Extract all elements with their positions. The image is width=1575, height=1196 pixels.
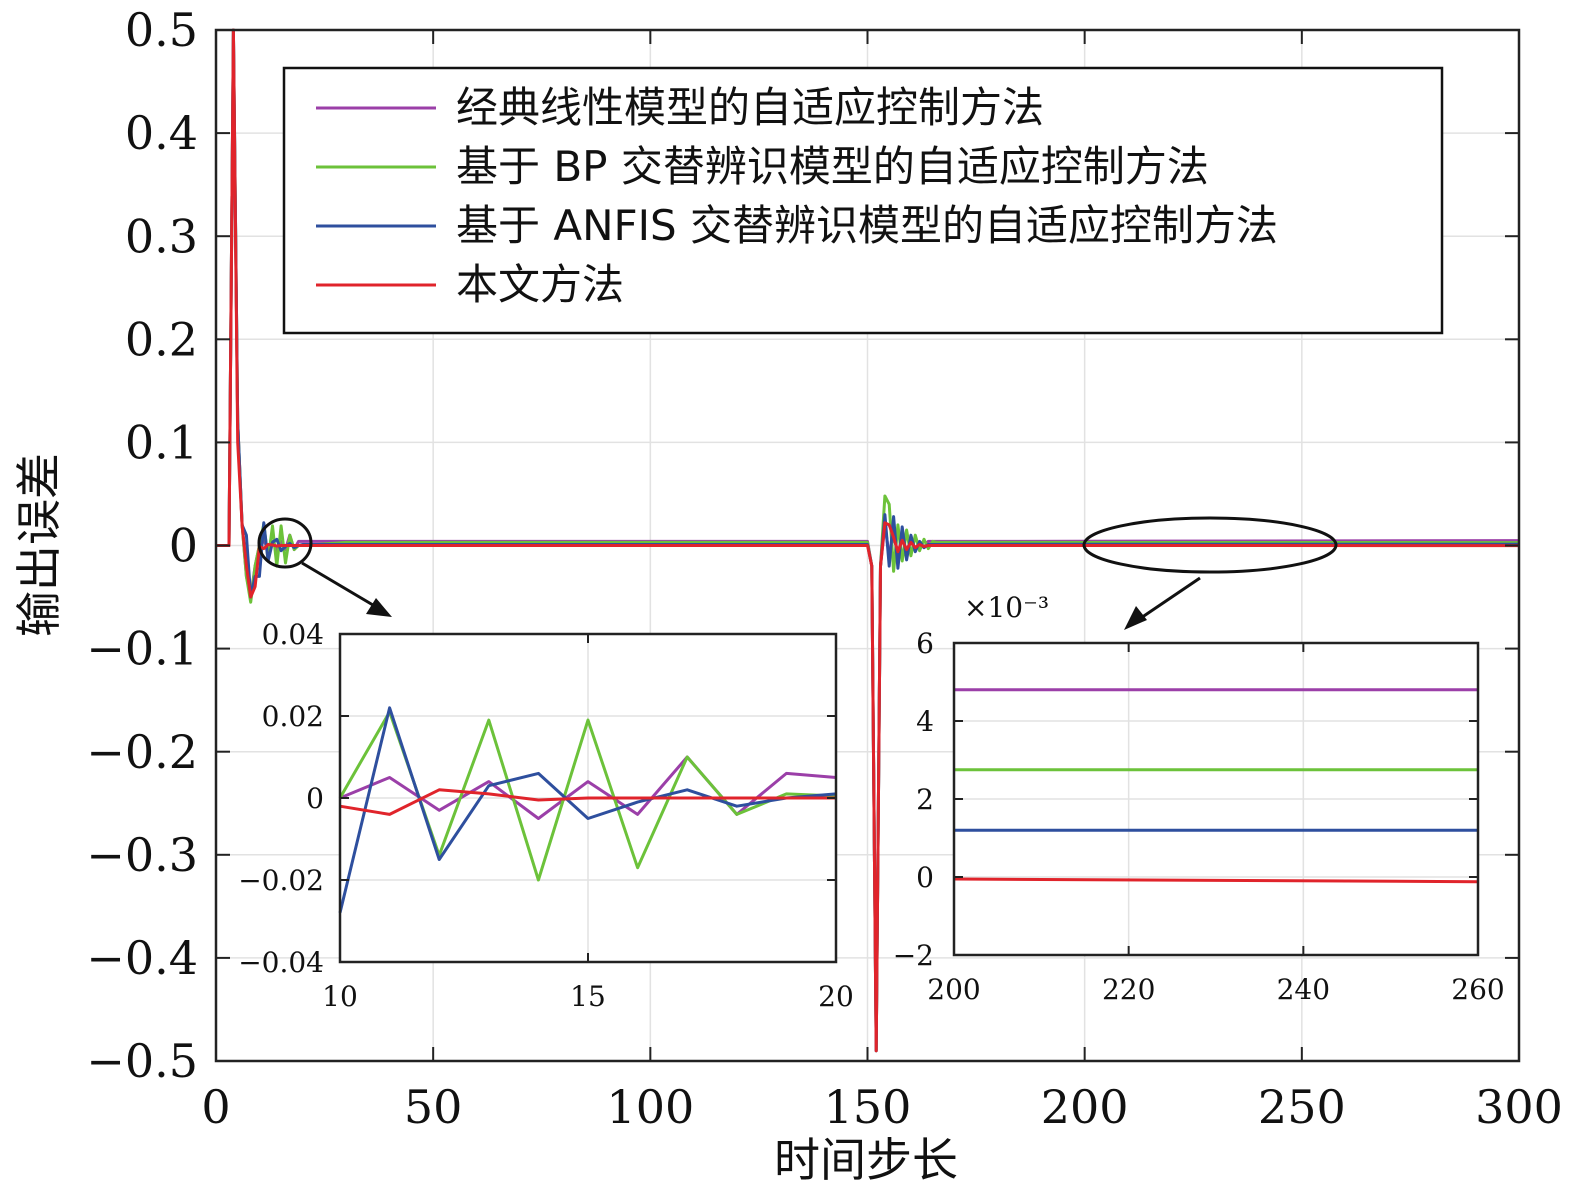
main-tick-labels: 0 50 100 150 200 250 3000.50.40.30.20.10−0.1−0… <box>86 3 1563 1134</box>
main-y-tick-label: 0.3 <box>125 209 198 263</box>
legend: 经典线性模型的自适应控制方法 基于 BP 交替辨识模型的自适应控制方法 基于 A… <box>282 66 1444 335</box>
inset-left-x-tick-label: 20 <box>818 980 854 1013</box>
inset-right-tick-labels: 200 220 240 260 6 4 2 0 −2 <box>893 627 1505 1006</box>
y-axis-title: 输出误差 <box>12 453 66 637</box>
main-x-tick-label: 200 <box>1041 1080 1129 1134</box>
inset-left-y-tick-label: −0.02 <box>238 864 324 897</box>
inset-right-y-tick-label: 4 <box>916 705 934 738</box>
inset-left-y-tick-label: 0.04 <box>262 618 324 651</box>
main-y-tick-label: 0 <box>169 519 198 573</box>
zoom-arrow-left <box>301 561 379 610</box>
inset-right-y-tick-label: −2 <box>893 939 934 972</box>
main-x-tick-label: 0 <box>201 1080 230 1134</box>
zoom-ellipse-right <box>1082 516 1338 574</box>
zoom-arrow-right <box>1137 576 1201 622</box>
inset-right-y-tick-label: 6 <box>916 627 934 660</box>
main-y-tick-label: 0.4 <box>125 106 198 160</box>
inset-right-series-lines <box>953 688 1479 884</box>
main-x-tick-label: 150 <box>824 1080 912 1134</box>
main-y-tick-label: −0.2 <box>86 725 198 779</box>
main-line-proposed <box>216 28 1520 1053</box>
inset-right-y-tick-label: 0 <box>916 861 934 894</box>
main-y-tick-label: −0.4 <box>86 931 198 985</box>
legend-label-proposed: 本文方法 <box>456 260 624 309</box>
main-y-tick-label: 0.5 <box>125 3 198 57</box>
inset-left-line-proposed <box>339 788 836 816</box>
main-x-tick-label: 250 <box>1258 1080 1346 1134</box>
main-x-tick-label: 100 <box>606 1080 694 1134</box>
zoom-circle-left <box>257 517 313 569</box>
main-y-tick-label: −0.1 <box>86 622 198 676</box>
zoom-arrowhead-right <box>1124 606 1147 630</box>
legend-label-bp: 基于 BP 交替辨识模型的自适应控制方法 <box>456 142 1209 191</box>
inset-right-y-tick-label: 2 <box>916 783 934 816</box>
main-series-lines <box>216 28 1520 1053</box>
inset-left-y-tick-label: 0.02 <box>262 700 324 733</box>
main-y-tick-label: −0.5 <box>86 1034 198 1088</box>
main-y-tick-label: 0.2 <box>125 312 198 366</box>
inset-right-x-tick-label: 260 <box>1451 973 1504 1006</box>
inset-left-tick-labels: 10 15 20 0.04 0.02 0 −0.02 −0.04 <box>238 618 854 1013</box>
legend-label-classic: 经典线性模型的自适应控制方法 <box>456 83 1044 132</box>
main-x-tick-label: 50 <box>404 1080 463 1134</box>
inset-right-x-tick-label: 220 <box>1102 973 1155 1006</box>
inset-right-scale-label: ×10⁻³ <box>964 591 1049 624</box>
inset-left-x-tick-label: 10 <box>322 980 358 1013</box>
legend-label-anfis: 基于 ANFIS 交替辨识模型的自适应控制方法 <box>456 201 1278 250</box>
inset-left-y-tick-label: −0.04 <box>238 946 324 979</box>
inset-right-x-tick-label: 200 <box>927 973 980 1006</box>
main-y-tick-label: −0.3 <box>86 828 198 882</box>
inset-left-line-anfis <box>338 706 837 914</box>
main-x-tick-label: 300 <box>1475 1080 1563 1134</box>
legend-box <box>282 66 1444 335</box>
x-axis-title: 时间步长 <box>774 1133 958 1187</box>
inset-left-series-lines <box>338 706 837 914</box>
main-y-tick-label: 0.1 <box>125 416 198 470</box>
inset-left-y-tick-label: 0 <box>306 782 324 815</box>
inset-right-line-proposed <box>953 877 1479 884</box>
zoom-arrowhead-left <box>366 598 392 617</box>
inset-right-x-tick-label: 240 <box>1277 973 1330 1006</box>
inset-left-x-tick-label: 15 <box>570 980 606 1013</box>
